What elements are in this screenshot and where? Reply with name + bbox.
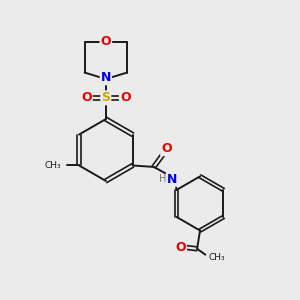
Text: O: O [175,241,186,254]
Text: S: S [101,92,110,104]
Text: O: O [100,35,111,48]
Text: N: N [167,173,177,186]
Text: N: N [100,71,111,84]
Text: H: H [159,174,166,184]
Text: CH₃: CH₃ [209,254,226,262]
Text: O: O [161,142,172,155]
Text: CH₃: CH₃ [44,161,61,170]
Text: O: O [81,92,92,104]
Text: O: O [120,92,130,104]
